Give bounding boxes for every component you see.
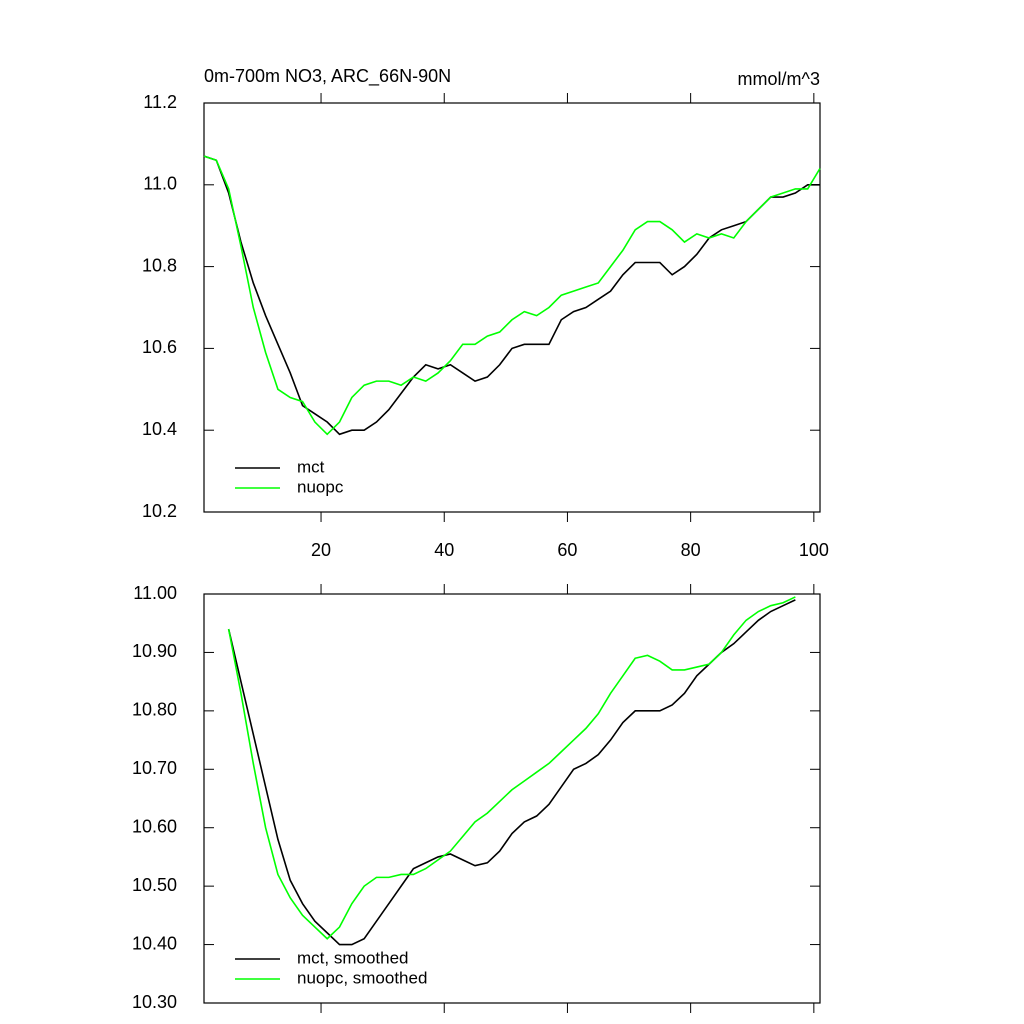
y-tick-label: 11.2 [143,92,177,112]
y-tick-label: 10.30 [132,992,177,1012]
y-tick-label: 10.4 [142,419,177,439]
y-tick-label: 10.90 [132,641,177,661]
legend-label: mct [297,457,325,476]
series-line [227,596,796,940]
x-tick-label: 80 [681,540,701,560]
y-tick-label: 11.0 [143,174,177,194]
y-tick-label: 11.00 [133,583,177,603]
y-tick-label: 10.8 [142,255,177,275]
series-line [203,155,820,436]
series-line [227,599,796,946]
legend-label: nuopc, smoothed [297,968,427,987]
x-tick-label: 60 [557,540,577,560]
y-tick-label: 10.6 [142,337,177,357]
plot-frame [203,102,821,513]
plot-frame [203,593,821,1004]
y-tick-label: 10.80 [132,700,177,720]
x-tick-label: 100 [799,540,829,560]
y-tick-label: 10.2 [142,501,177,521]
y-tick-label: 10.40 [132,933,177,953]
legend-label: mct, smoothed [297,948,409,967]
series-line [203,155,821,436]
y-tick-label: 10.50 [132,875,177,895]
units-label: mmol/m^3 [738,69,820,89]
x-tick-label: 20 [311,540,331,560]
y-tick-label: 10.70 [132,758,177,778]
x-tick-label: 40 [434,540,454,560]
legend-label: nuopc [297,477,344,496]
y-tick-label: 10.60 [132,816,177,836]
chart-title: 0m-700m NO3, ARC_66N-90N [204,66,451,87]
